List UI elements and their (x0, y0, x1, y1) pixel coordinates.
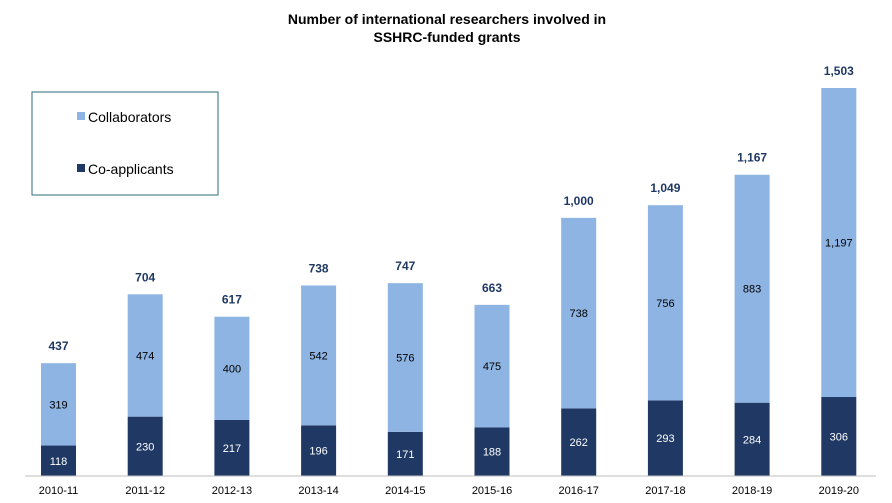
label-co-applicants-2019-20: 306 (830, 432, 848, 444)
label-co-applicants-2012-13: 217 (223, 443, 241, 455)
label-total-2018-19: 1,167 (737, 151, 767, 165)
bar-collaborators-2013-14 (301, 285, 337, 426)
label-co-applicants-2016-17: 262 (570, 437, 588, 449)
label-collaborators-2015-16: 475 (483, 361, 501, 373)
label-collaborators-2010-11: 319 (49, 399, 67, 411)
legend-box (31, 91, 219, 196)
label-co-applicants-2013-14: 196 (309, 446, 327, 458)
x-axis-ticks: 2010-11 2011-12 2012-13 2013-14 2014-15 2015-… (39, 485, 859, 497)
bars-layer (41, 88, 857, 476)
label-co-applicants-2014-15: 171 (396, 449, 414, 461)
label-co-applicants-2010-11: 118 (50, 456, 68, 468)
label-collaborators-2018-19: 883 (743, 284, 761, 296)
bar-co-applicants-2011-12 (127, 416, 163, 476)
legend-label-co-applicants: Co-applicants (88, 161, 174, 177)
label-total-2019-20: 1,503 (824, 64, 854, 78)
bar-collaborators-2019-20 (821, 88, 857, 398)
x-tick-2012-13: 2012-13 (212, 485, 252, 497)
label-co-applicants-2017-18: 293 (656, 433, 674, 445)
bar-co-applicants-2016-17 (561, 408, 597, 476)
bar-co-applicants-2017-18 (647, 400, 683, 476)
x-tick-2014-15: 2014-15 (385, 485, 425, 497)
label-collaborators-2019-20: 1,197 (825, 238, 853, 250)
x-tick-2010-11: 2010-11 (39, 485, 79, 497)
label-co-applicants-2011-12: 230 (136, 441, 154, 453)
legend-label-collaborators: Collaborators (88, 109, 171, 125)
bar-collaborators-2014-15 (387, 283, 423, 432)
bar-collaborators-2015-16 (474, 304, 510, 428)
bar-co-applicants-2013-14 (301, 425, 337, 476)
chart-title-line-1: Number of international researchers invo… (288, 11, 606, 27)
label-collaborators-2011-12: 474 (136, 350, 154, 362)
label-collaborators-2012-13: 400 (223, 363, 241, 375)
bar-collaborators-2010-11 (41, 363, 76, 446)
x-tick-2019-20: 2019-20 (819, 485, 859, 497)
label-total-2016-17: 1,000 (564, 194, 594, 208)
label-collaborators-2013-14: 542 (309, 350, 327, 362)
label-total-2010-11: 437 (48, 339, 68, 353)
label-total-2015-16: 663 (482, 281, 502, 295)
x-tick-2018-19: 2018-19 (732, 485, 772, 497)
bar-collaborators-2012-13 (214, 316, 250, 420)
x-tick-2017-18: 2017-18 (645, 485, 685, 497)
x-tick-2016-17: 2016-17 (559, 485, 599, 497)
label-total-2013-14: 738 (309, 261, 329, 275)
x-tick-2015-16: 2015-16 (472, 485, 512, 497)
bar-co-applicants-2012-13 (214, 419, 250, 476)
bar-co-applicants-2015-16 (474, 427, 510, 476)
labels-layer: 118 319 437 230 474 704 217 400 617 196 542 738 171 5… (48, 64, 854, 468)
legend: Collaborators Co-applicants (31, 91, 219, 196)
bar-collaborators-2017-18 (647, 205, 683, 401)
bar-co-applicants-2018-19 (734, 402, 770, 476)
legend-swatch-co-applicants (77, 164, 85, 172)
label-co-applicants-2015-16: 188 (483, 447, 501, 459)
bar-collaborators-2018-19 (734, 174, 770, 403)
label-collaborators-2017-18: 756 (656, 298, 674, 310)
legend-swatch-collaborators (77, 112, 85, 120)
chart-title-line-2: SSHRC-funded grants (374, 29, 521, 45)
label-total-2011-12: 704 (135, 270, 155, 284)
x-tick-2013-14: 2013-14 (298, 485, 338, 497)
label-total-2017-18: 1,049 (650, 181, 680, 195)
bar-collaborators-2016-17 (561, 217, 597, 409)
label-total-2014-15: 747 (395, 259, 415, 273)
bar-co-applicants-2010-11 (41, 445, 76, 476)
label-collaborators-2014-15: 576 (396, 353, 414, 365)
label-collaborators-2016-17: 738 (570, 308, 588, 320)
x-tick-2011-12: 2011-12 (125, 485, 165, 497)
bar-co-applicants-2019-20 (821, 397, 857, 476)
bar-co-applicants-2014-15 (387, 431, 423, 476)
bar-collaborators-2011-12 (127, 294, 163, 417)
label-co-applicants-2018-19: 284 (743, 434, 761, 446)
label-total-2012-13: 617 (222, 293, 242, 307)
